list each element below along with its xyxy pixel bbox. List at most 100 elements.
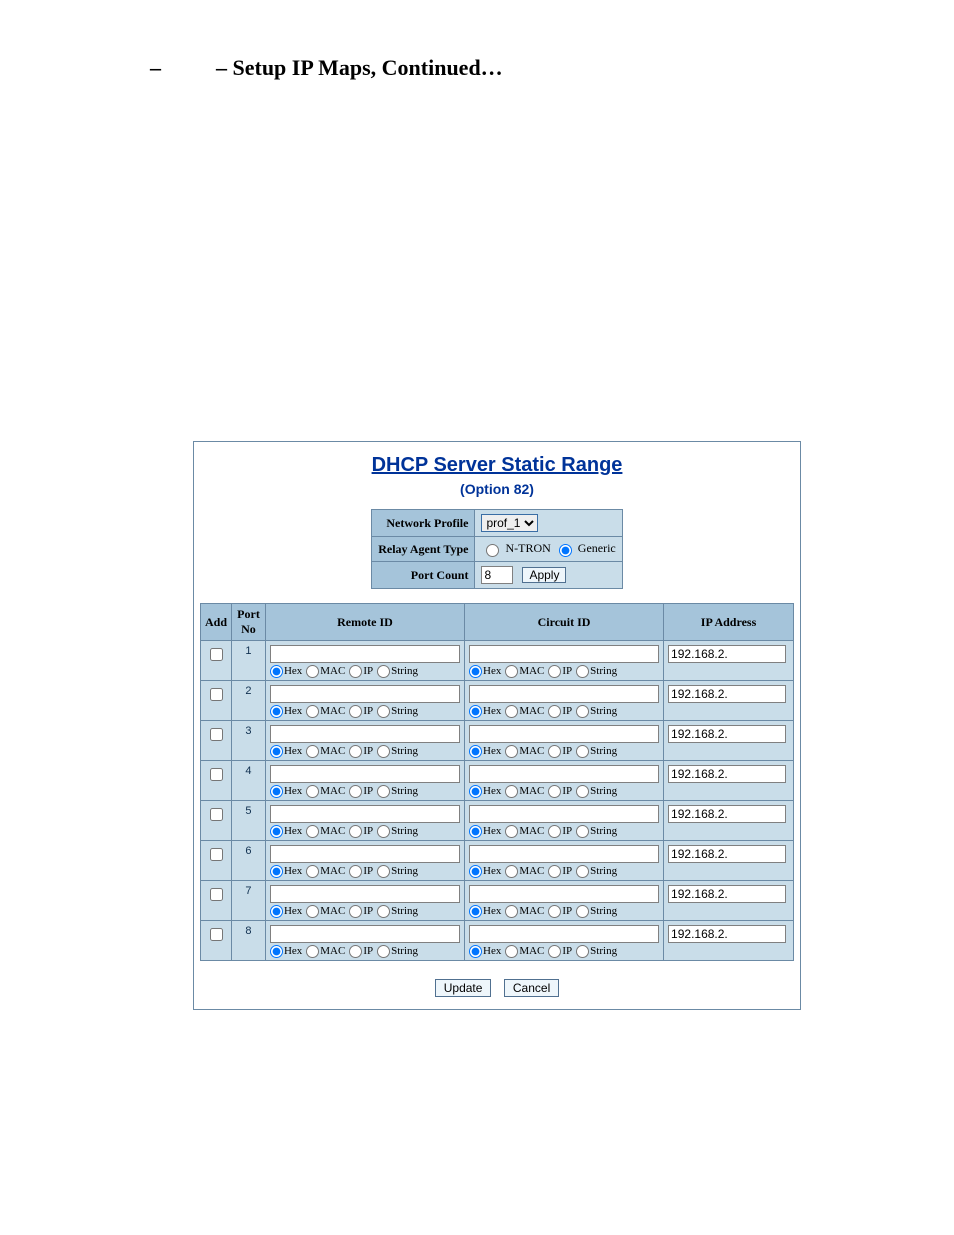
remote-id-type-string-radio[interactable] xyxy=(377,705,390,718)
remote-id-type-ip-radio[interactable] xyxy=(349,945,362,958)
circuit-id-type-mac[interactable]: MAC xyxy=(505,945,544,957)
circuit-id-type-string[interactable]: String xyxy=(576,865,617,877)
circuit-id-type-hex[interactable]: Hex xyxy=(469,945,501,957)
circuit-id-type-ip-radio[interactable] xyxy=(548,745,561,758)
add-checkbox[interactable] xyxy=(210,768,223,781)
circuit-id-type-hex[interactable]: Hex xyxy=(469,705,501,717)
circuit-id-type-string-radio[interactable] xyxy=(576,665,589,678)
circuit-id-type-ip[interactable]: IP xyxy=(548,785,572,797)
remote-id-type-ip[interactable]: IP xyxy=(349,945,373,957)
circuit-id-type-ip[interactable]: IP xyxy=(548,905,572,917)
remote-id-input[interactable] xyxy=(270,765,460,783)
remote-id-type-mac[interactable]: MAC xyxy=(306,945,345,957)
ip-address-input[interactable] xyxy=(668,925,786,943)
remote-id-type-ip-radio[interactable] xyxy=(349,665,362,678)
circuit-id-type-mac[interactable]: MAC xyxy=(505,785,544,797)
remote-id-type-ip[interactable]: IP xyxy=(349,665,373,677)
remote-id-input[interactable] xyxy=(270,645,460,663)
ip-address-input[interactable] xyxy=(668,765,786,783)
circuit-id-type-mac-radio[interactable] xyxy=(505,665,518,678)
remote-id-type-ip[interactable]: IP xyxy=(349,865,373,877)
remote-id-type-hex[interactable]: Hex xyxy=(270,665,302,677)
circuit-id-type-hex[interactable]: Hex xyxy=(469,865,501,877)
circuit-id-type-mac[interactable]: MAC xyxy=(505,865,544,877)
remote-id-type-hex-radio[interactable] xyxy=(270,665,283,678)
remote-id-type-ip[interactable]: IP xyxy=(349,745,373,757)
circuit-id-type-string[interactable]: String xyxy=(576,785,617,797)
remote-id-type-string-radio[interactable] xyxy=(377,905,390,918)
circuit-id-type-hex-radio[interactable] xyxy=(469,665,482,678)
circuit-id-input[interactable] xyxy=(469,685,659,703)
circuit-id-type-ip-radio[interactable] xyxy=(548,825,561,838)
circuit-id-type-hex-radio[interactable] xyxy=(469,705,482,718)
remote-id-type-ip-radio[interactable] xyxy=(349,865,362,878)
network-profile-select[interactable]: prof_1 xyxy=(481,514,538,532)
circuit-id-type-hex[interactable]: Hex xyxy=(469,745,501,757)
circuit-id-type-string[interactable]: String xyxy=(576,945,617,957)
circuit-id-type-string-radio[interactable] xyxy=(576,745,589,758)
ip-address-input[interactable] xyxy=(668,845,786,863)
circuit-id-type-mac-radio[interactable] xyxy=(505,905,518,918)
remote-id-type-string[interactable]: String xyxy=(377,705,418,717)
circuit-id-type-ip-radio[interactable] xyxy=(548,905,561,918)
remote-id-type-mac-radio[interactable] xyxy=(306,905,319,918)
remote-id-type-ip[interactable]: IP xyxy=(349,705,373,717)
circuit-id-type-mac[interactable]: MAC xyxy=(505,705,544,717)
circuit-id-type-hex[interactable]: Hex xyxy=(469,665,501,677)
circuit-id-input[interactable] xyxy=(469,885,659,903)
remote-id-type-hex-radio[interactable] xyxy=(270,745,283,758)
remote-id-type-hex-radio[interactable] xyxy=(270,945,283,958)
remote-id-type-mac[interactable]: MAC xyxy=(306,705,345,717)
circuit-id-type-string[interactable]: String xyxy=(576,705,617,717)
update-button[interactable]: Update xyxy=(435,979,492,997)
circuit-id-type-hex-radio[interactable] xyxy=(469,905,482,918)
remote-id-type-mac-radio[interactable] xyxy=(306,945,319,958)
cancel-button[interactable]: Cancel xyxy=(504,979,559,997)
relay-ntron-option[interactable]: N-TRON xyxy=(481,541,553,555)
circuit-id-type-ip[interactable]: IP xyxy=(548,865,572,877)
circuit-id-type-mac[interactable]: MAC xyxy=(505,905,544,917)
circuit-id-type-ip[interactable]: IP xyxy=(548,945,572,957)
remote-id-type-hex-radio[interactable] xyxy=(270,905,283,918)
remote-id-type-ip-radio[interactable] xyxy=(349,825,362,838)
circuit-id-type-ip[interactable]: IP xyxy=(548,665,572,677)
remote-id-type-mac[interactable]: MAC xyxy=(306,865,345,877)
relay-generic-option[interactable]: Generic xyxy=(554,541,616,555)
remote-id-type-mac-radio[interactable] xyxy=(306,865,319,878)
remote-id-input[interactable] xyxy=(270,925,460,943)
remote-id-type-hex-radio[interactable] xyxy=(270,785,283,798)
remote-id-type-hex-radio[interactable] xyxy=(270,865,283,878)
circuit-id-type-mac-radio[interactable] xyxy=(505,825,518,838)
remote-id-input[interactable] xyxy=(270,725,460,743)
circuit-id-type-string[interactable]: String xyxy=(576,665,617,677)
add-checkbox[interactable] xyxy=(210,928,223,941)
circuit-id-type-mac-radio[interactable] xyxy=(505,745,518,758)
circuit-id-type-string-radio[interactable] xyxy=(576,945,589,958)
circuit-id-type-string[interactable]: String xyxy=(576,825,617,837)
circuit-id-type-mac[interactable]: MAC xyxy=(505,665,544,677)
remote-id-input[interactable] xyxy=(270,845,460,863)
circuit-id-type-ip[interactable]: IP xyxy=(548,745,572,757)
remote-id-type-mac[interactable]: MAC xyxy=(306,825,345,837)
ip-address-input[interactable] xyxy=(668,645,786,663)
circuit-id-input[interactable] xyxy=(469,925,659,943)
circuit-id-type-string-radio[interactable] xyxy=(576,825,589,838)
circuit-id-type-mac[interactable]: MAC xyxy=(505,825,544,837)
remote-id-type-hex[interactable]: Hex xyxy=(270,745,302,757)
circuit-id-type-hex-radio[interactable] xyxy=(469,945,482,958)
apply-button[interactable]: Apply xyxy=(522,567,566,583)
circuit-id-type-string-radio[interactable] xyxy=(576,705,589,718)
relay-ntron-radio[interactable] xyxy=(486,544,499,557)
remote-id-type-mac[interactable]: MAC xyxy=(306,785,345,797)
circuit-id-type-hex-radio[interactable] xyxy=(469,865,482,878)
remote-id-type-ip-radio[interactable] xyxy=(349,905,362,918)
remote-id-type-string[interactable]: String xyxy=(377,905,418,917)
remote-id-type-hex[interactable]: Hex xyxy=(270,825,302,837)
circuit-id-type-ip-radio[interactable] xyxy=(548,705,561,718)
add-checkbox[interactable] xyxy=(210,648,223,661)
circuit-id-type-string-radio[interactable] xyxy=(576,785,589,798)
remote-id-input[interactable] xyxy=(270,805,460,823)
add-checkbox[interactable] xyxy=(210,848,223,861)
ip-address-input[interactable] xyxy=(668,725,786,743)
circuit-id-type-mac-radio[interactable] xyxy=(505,945,518,958)
